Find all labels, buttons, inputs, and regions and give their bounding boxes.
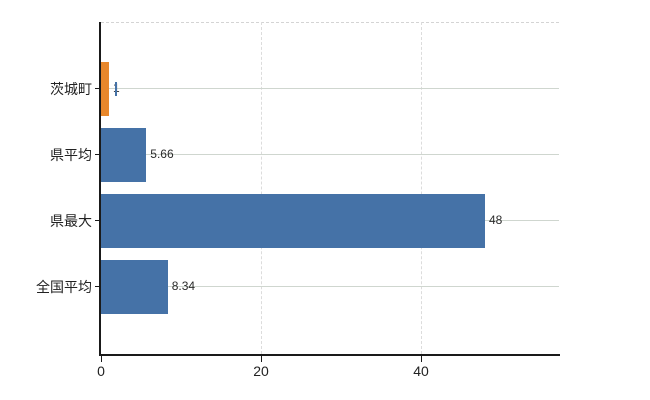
bar[interactable] <box>101 194 485 248</box>
y-axis-tick <box>95 286 101 287</box>
y-axis-tick <box>95 154 101 155</box>
x-axis-tick <box>421 356 422 362</box>
x-tick-label: 20 <box>253 363 269 379</box>
bar[interactable] <box>101 62 109 116</box>
bar[interactable] <box>101 128 147 182</box>
x-tick-label: 0 <box>97 363 105 379</box>
y-axis-tick <box>95 88 101 89</box>
value-label: 5.66 <box>150 147 174 161</box>
category-label: 茨城町 <box>50 81 92 97</box>
x-axis-tick <box>261 356 262 362</box>
value-label: 48 <box>489 213 503 227</box>
category-label: 全国平均 <box>36 279 92 295</box>
y-axis-line <box>99 22 101 354</box>
x-tick-label: 40 <box>413 363 429 379</box>
category-label: 県平均 <box>50 147 92 163</box>
y-axis-tick <box>95 220 101 221</box>
horizontal-gridline <box>101 88 559 89</box>
vertical-gridline <box>261 22 262 354</box>
bar[interactable] <box>101 260 168 314</box>
x-axis-line <box>99 354 560 356</box>
horizontal-gridline <box>101 154 559 155</box>
plot-top-border <box>101 22 559 23</box>
value-label: 8.34 <box>171 279 196 293</box>
x-axis-tick <box>101 356 102 362</box>
vertical-gridline <box>421 22 422 354</box>
stray-vertical-mark <box>114 82 117 96</box>
category-label: 県最大 <box>50 213 92 229</box>
horizontal-gridline <box>101 286 559 287</box>
